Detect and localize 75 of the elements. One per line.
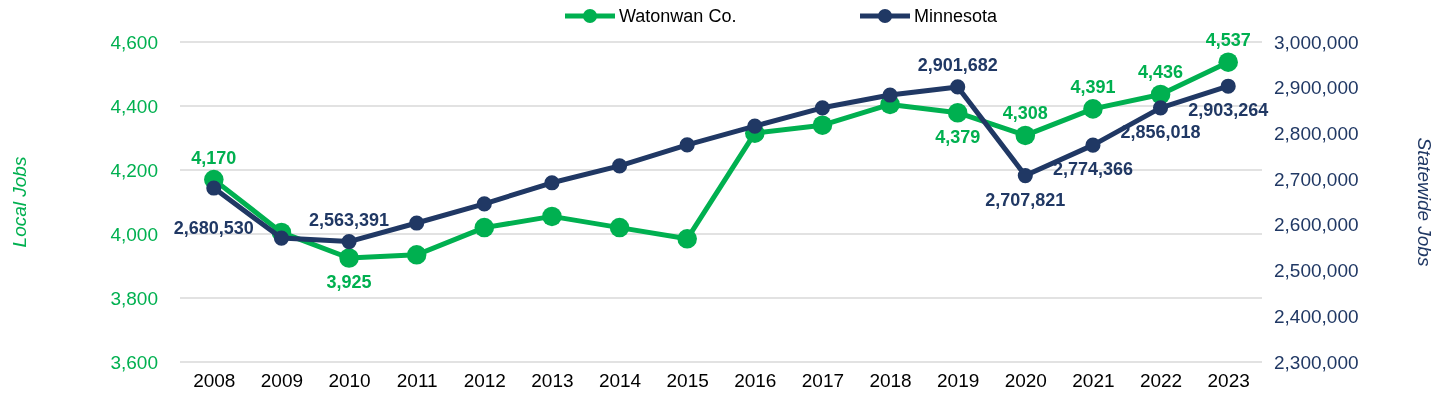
point [474, 217, 495, 238]
data-label: 2,903,264 [1188, 100, 1269, 121]
y2-tick-label: 2,300,000 [1274, 351, 1359, 373]
x-tick-label: 2021 [1072, 370, 1115, 392]
point [409, 215, 425, 231]
point [406, 245, 427, 265]
x-tick-label: 2011 [396, 370, 438, 392]
x-tick-label: 2009 [260, 370, 304, 392]
data-label: 2,680,530 [173, 218, 254, 239]
x-tick-label: 2017 [801, 370, 845, 392]
point [1017, 168, 1033, 184]
y2-tick-label: 2,800,000 [1274, 123, 1359, 145]
data-label: 4,391 [1070, 76, 1116, 97]
y2-tick-label: 2,500,000 [1274, 260, 1359, 282]
point [812, 115, 833, 135]
point [1085, 137, 1101, 153]
point [609, 217, 630, 238]
data-label: 2,901,682 [917, 54, 998, 75]
y-tick-label: 4,000 [110, 223, 158, 245]
data-label: 2,563,391 [309, 209, 390, 230]
data-label: 3,925 [326, 272, 372, 292]
legend-label: Watonwan Co. [619, 6, 737, 26]
point [947, 102, 968, 123]
point [542, 206, 562, 227]
x-tick-label: 2015 [666, 370, 709, 392]
data-label: 4,170 [191, 147, 237, 168]
point [273, 230, 290, 246]
x-tick-label: 2010 [328, 370, 371, 392]
x-tick-label: 2023 [1207, 370, 1250, 392]
y-tick-label: 4,200 [110, 159, 158, 181]
point [339, 248, 359, 268]
point [611, 158, 628, 174]
data-label: 4,379 [935, 126, 981, 147]
point [747, 118, 763, 134]
data-label: 2,856,018 [1120, 121, 1201, 142]
y-tick-label: 4,600 [110, 31, 158, 53]
point [1015, 125, 1036, 146]
point [950, 79, 966, 95]
x-tick-label: 2019 [937, 370, 980, 392]
x-tick-label: 2014 [598, 370, 642, 392]
point [476, 196, 492, 212]
x-tick-label: 2008 [193, 370, 236, 392]
point [1218, 52, 1238, 72]
x-tick-label: 2012 [463, 370, 506, 392]
y2-tick-label: 2,900,000 [1274, 77, 1359, 99]
point [206, 180, 222, 196]
y2-tick-label: 2,700,000 [1274, 168, 1359, 190]
y2-tick-label: 2,600,000 [1274, 214, 1359, 236]
x-tick-label: 2013 [531, 370, 574, 392]
y2-axis-title: Statewide Jobs [1414, 137, 1435, 267]
data-label: 2,707,821 [985, 189, 1066, 210]
point [1220, 78, 1236, 94]
x-tick-label: 2022 [1139, 370, 1183, 392]
y-tick-label: 3,800 [110, 287, 158, 309]
data-label: 4,537 [1205, 30, 1251, 51]
data-label: 4,436 [1138, 62, 1184, 83]
x-tick-label: 2018 [869, 370, 912, 392]
point [679, 137, 695, 153]
legend-label: Minnesota [914, 6, 999, 26]
y-tick-label: 3,600 [110, 351, 158, 373]
point [814, 100, 831, 116]
point [1152, 100, 1169, 116]
x-tick-label: 2020 [1004, 370, 1047, 392]
y2-tick-label: 2,400,000 [1274, 305, 1359, 327]
data-label: 4,308 [1002, 103, 1048, 124]
y-tick-label: 4,400 [110, 95, 158, 117]
x-tick-label: 2016 [734, 370, 777, 392]
point [677, 229, 697, 249]
data-label: 2,774,366 [1052, 159, 1133, 180]
point [544, 175, 560, 191]
point [341, 234, 357, 250]
point [1083, 99, 1103, 119]
y-axis-title: Local Jobs [9, 156, 30, 248]
point [882, 87, 898, 103]
y2-tick-label: 3,000,000 [1274, 31, 1359, 53]
